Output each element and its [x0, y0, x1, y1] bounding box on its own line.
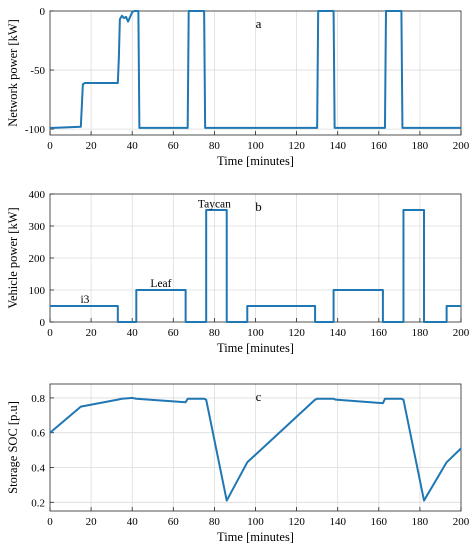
panel-a-ytick-label-0: 0 — [40, 6, 46, 18]
panel-a-xtick-label-2: 40 — [127, 140, 139, 152]
panel-a-xtick-label-9: 180 — [412, 140, 429, 152]
panel-c-xtick-label-4: 80 — [209, 516, 221, 528]
panel-b-xtick-label-3: 60 — [168, 327, 180, 339]
panel-b-xtick-label-2: 40 — [127, 327, 139, 339]
panel-c-ytick-label-3: 0.8 — [31, 393, 45, 405]
panel-a-xtick-label-6: 120 — [288, 140, 305, 152]
panel-b-ytick-label-3: 300 — [29, 221, 46, 233]
panel-a-xtick-label-7: 140 — [329, 140, 346, 152]
panel-c-xtick-label-3: 60 — [168, 516, 180, 528]
panel-a-ytick-label-1: -50 — [30, 65, 45, 77]
panel-b-tag: b — [255, 199, 262, 214]
panel-b-ytick-label-1: 100 — [29, 285, 46, 297]
panel-a-xtick-label-8: 160 — [371, 140, 388, 152]
panel-b-ytick-label-4: 400 — [29, 189, 46, 201]
panel-a-ytick-label-2: -100 — [25, 124, 46, 136]
panel-b-annotation-0: i3 — [80, 294, 89, 306]
panel-a-xlabel: Time [minutes] — [217, 154, 294, 168]
panel-c-xtick-label-5: 100 — [247, 516, 264, 528]
panel-b-xtick-label-0: 0 — [47, 327, 53, 339]
panel-b-xtick-label-10: 200 — [453, 327, 470, 339]
panel-c-xtick-label-8: 160 — [371, 516, 388, 528]
panel-c-ytick-label-1: 0.4 — [31, 463, 45, 475]
panel-c-tag: c — [256, 389, 262, 404]
panel-c-xtick-label-10: 200 — [453, 516, 470, 528]
panel-b-annotation-1: Leaf — [150, 278, 171, 290]
panel-b-xtick-label-9: 180 — [412, 327, 429, 339]
panel-a-tag: a — [256, 16, 262, 31]
panel-b-annotation-2: Taycan — [198, 198, 231, 210]
panel-c-series-line-0 — [49, 396, 462, 502]
panel-a-xtick-label-10: 200 — [453, 140, 470, 152]
panel-b-ytick-label-0: 0 — [40, 317, 46, 329]
panel-a-xtick-label-5: 100 — [247, 140, 264, 152]
panel-c-ylabel: Storage SOC [p.u] — [6, 401, 20, 494]
panel-c-ytick-label-2: 0.6 — [31, 428, 45, 440]
panel-a-xtick-label-0: 0 — [47, 140, 53, 152]
panel-b-ylabel: Vehicle power [kW] — [6, 207, 20, 308]
panel-c-xtick-label-7: 140 — [329, 516, 346, 528]
panel-c-xtick-label-6: 120 — [288, 516, 305, 528]
panel-a-xtick-label-3: 60 — [168, 140, 180, 152]
panel-a-xtick-label-1: 20 — [86, 140, 98, 152]
panel-c-xtick-label-2: 40 — [127, 516, 139, 528]
panel-a-xtick-label-4: 80 — [209, 140, 221, 152]
panel-b-xtick-label-5: 100 — [247, 327, 264, 339]
panel-b-xtick-label-7: 140 — [329, 327, 346, 339]
panel-c-xtick-label-1: 20 — [86, 516, 98, 528]
panel-c-xtick-label-0: 0 — [47, 516, 53, 528]
panel-b-xtick-label-6: 120 — [288, 327, 305, 339]
panel-c-xtick-label-9: 180 — [412, 516, 429, 528]
panel-c-xlabel: Time [minutes] — [217, 530, 294, 544]
panel-a-series-line-0 — [50, 10, 461, 129]
panel-b-xtick-label-4: 80 — [209, 327, 221, 339]
panel-b-series-line-0 — [50, 209, 461, 323]
panel-a-ylabel: Network power [kW] — [6, 19, 20, 127]
panel-c-ytick-label-0: 0.2 — [31, 497, 45, 509]
panel-b-ytick-label-2: 200 — [29, 253, 46, 265]
panel-b-xlabel: Time [minutes] — [217, 341, 294, 355]
panel-b-xtick-label-8: 160 — [371, 327, 388, 339]
panel-b-xtick-label-1: 20 — [86, 327, 98, 339]
